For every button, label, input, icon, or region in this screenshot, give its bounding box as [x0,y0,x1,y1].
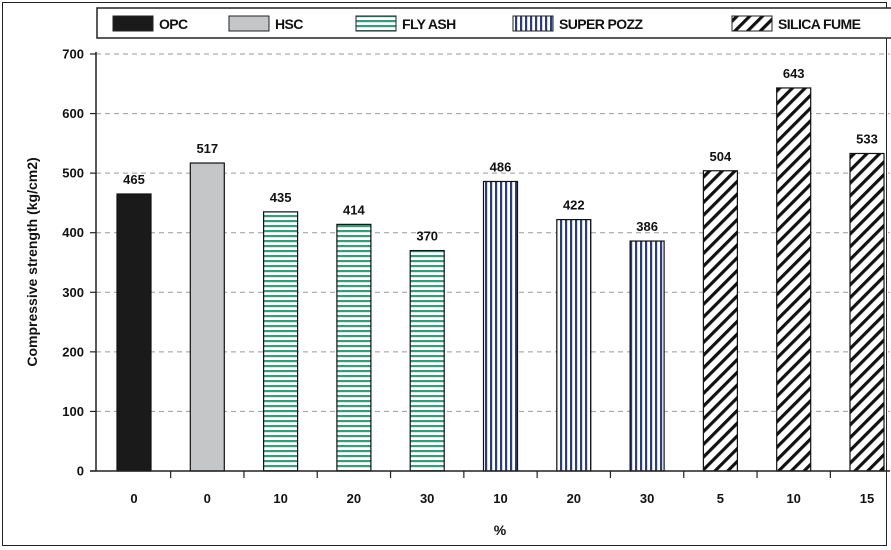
bar-silica-fume-15 [849,152,885,472]
y-tick-labels: 0 100 200 300 400 500 600 700 [62,47,84,479]
bar-super-pozz-20 [556,219,592,472]
legend-swatch-super-pozz [512,15,554,32]
x-tick-label: 20 [347,491,361,506]
legend-swatch-opc [112,15,154,32]
x-tick-label: 30 [420,491,434,506]
data-label: 465 [123,172,145,187]
legend-label-super-pozz: SUPER POZZ [559,16,644,32]
y-axis-label: Compressive strength (kg/cm2) [24,157,40,366]
bar-fly-ash-10 [263,211,299,472]
data-labels: 465 517 435 414 370 486 422 386 504 643 533 [123,66,878,244]
legend-swatch-silica-fume [731,15,773,32]
data-label: 643 [783,66,805,81]
y-tick-label: 200 [62,344,84,359]
data-label: 517 [196,141,218,156]
data-label: 414 [343,202,365,217]
x-axis-label: % [494,522,507,538]
bar-super-pozz-30 [629,240,665,472]
data-label: 486 [490,159,512,174]
bar-silica-fume-10 [776,87,812,472]
y-tick-label: 700 [62,47,84,62]
y-tick-label: 100 [62,404,84,419]
x-tick-label: 20 [567,491,581,506]
y-tick-label: 300 [62,285,84,300]
x-tick-label: 10 [273,491,287,506]
bar-opc-0 [116,193,152,472]
legend-label-hsc: HSC [275,16,303,32]
bars [116,87,885,472]
legend-swatch-fly-ash [355,15,397,32]
bar-super-pozz-10 [482,180,519,472]
axes [90,52,890,478]
data-label: 370 [416,229,438,244]
x-tick-label: 10 [786,491,800,506]
y-tick-label: 0 [77,464,84,479]
y-tick-label: 600 [62,106,84,121]
bar-silica-fume-5 [702,170,739,472]
legend-swatch-hsc [228,15,270,32]
bar-fly-ash-20 [336,223,372,472]
x-tick-label: 15 [860,491,874,506]
legend: OPC HSC FLY ASH SUPER POZZ SILICA FUME [96,7,891,39]
bar-hsc-0 [189,162,225,472]
legend-label-silica-fume: SILICA FUME [778,16,861,32]
y-tick-label: 400 [62,225,84,240]
data-label: 435 [270,190,292,205]
x-tick-label: 5 [717,491,724,506]
x-tick-label: 0 [204,491,211,506]
x-tick-label: 10 [493,491,507,506]
legend-label-opc: OPC [159,16,188,32]
data-label: 386 [636,219,658,234]
x-tick-labels: 0 0 10 20 30 10 20 30 5 10 15 [130,491,874,506]
data-label: 533 [856,131,878,146]
data-label: 504 [710,149,732,164]
y-tick-label: 500 [62,166,84,181]
x-tick-label: 30 [640,491,654,506]
data-label: 422 [563,198,585,213]
x-tick-label: 0 [130,491,137,506]
legend-label-fly-ash: FLY ASH [402,16,456,32]
bar-fly-ash-30 [409,249,445,472]
